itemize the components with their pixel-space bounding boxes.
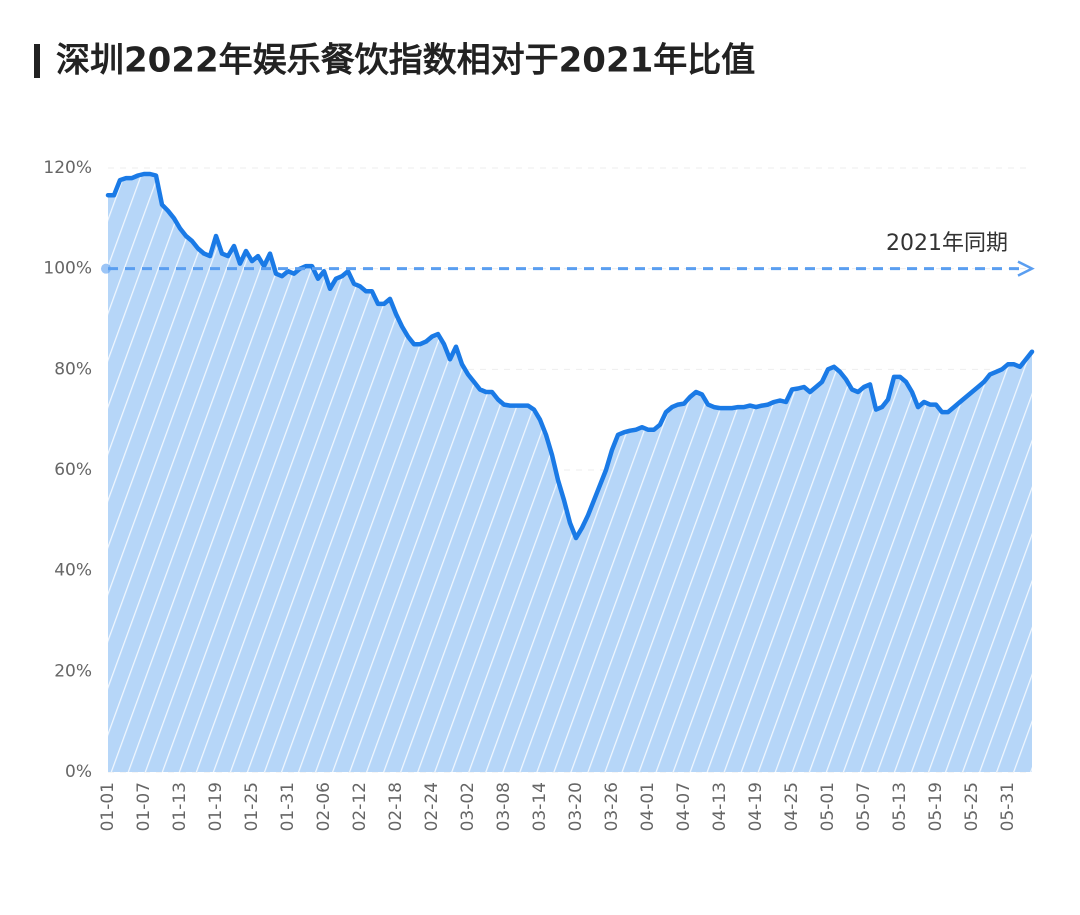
x-tick-label: 04-13 bbox=[710, 782, 730, 831]
x-tick-label: 05-19 bbox=[926, 782, 946, 831]
x-tick-label: 05-31 bbox=[998, 782, 1018, 831]
x-tick-label: 02-18 bbox=[386, 782, 406, 831]
x-tick-label: 04-25 bbox=[782, 782, 802, 831]
reference-arrow bbox=[1017, 260, 1035, 277]
y-tick-label: 80% bbox=[54, 359, 92, 379]
y-tick-label: 60% bbox=[54, 460, 92, 480]
x-tick-label: 01-19 bbox=[206, 782, 226, 831]
x-tick-label: 03-26 bbox=[602, 782, 622, 831]
x-tick-label: 01-01 bbox=[98, 782, 118, 831]
x-tick-label: 01-13 bbox=[170, 782, 190, 831]
x-tick-label: 03-08 bbox=[494, 782, 514, 831]
x-tick-label: 03-20 bbox=[566, 782, 586, 831]
title-bar bbox=[34, 44, 40, 78]
reference-dot bbox=[101, 263, 111, 274]
x-tick-label: 05-13 bbox=[890, 782, 910, 831]
x-tick-label: 02-24 bbox=[422, 782, 442, 831]
area bbox=[108, 174, 1032, 772]
x-tick-label: 01-07 bbox=[134, 782, 154, 831]
x-tick-label: 05-07 bbox=[854, 782, 874, 831]
y-tick-label: 100% bbox=[43, 259, 92, 279]
chart-title: 深圳2022年娱乐餐饮指数相对于2021年比值 bbox=[56, 41, 755, 81]
x-tick-label: 04-07 bbox=[674, 782, 694, 831]
x-tick-label: 05-25 bbox=[962, 782, 982, 831]
y-tick-label: 120% bbox=[43, 158, 92, 178]
x-tick-label: 04-01 bbox=[638, 782, 658, 831]
y-tick-label: 20% bbox=[54, 661, 92, 681]
reference-label: 2021年同期 bbox=[886, 231, 1008, 256]
x-tick-label: 04-19 bbox=[746, 782, 766, 831]
x-tick-label: 02-06 bbox=[314, 782, 334, 831]
x-tick-label: 03-14 bbox=[530, 782, 550, 831]
y-tick-label: 0% bbox=[65, 762, 92, 782]
line bbox=[105, 171, 1035, 541]
y-tick-label: 40% bbox=[54, 561, 92, 581]
x-tick-label: 03-02 bbox=[458, 782, 478, 831]
x-tick-label: 05-01 bbox=[818, 782, 838, 831]
x-tick-label: 01-25 bbox=[242, 782, 262, 831]
x-tick-label: 01-31 bbox=[278, 782, 298, 831]
x-tick-label: 02-12 bbox=[350, 782, 370, 831]
